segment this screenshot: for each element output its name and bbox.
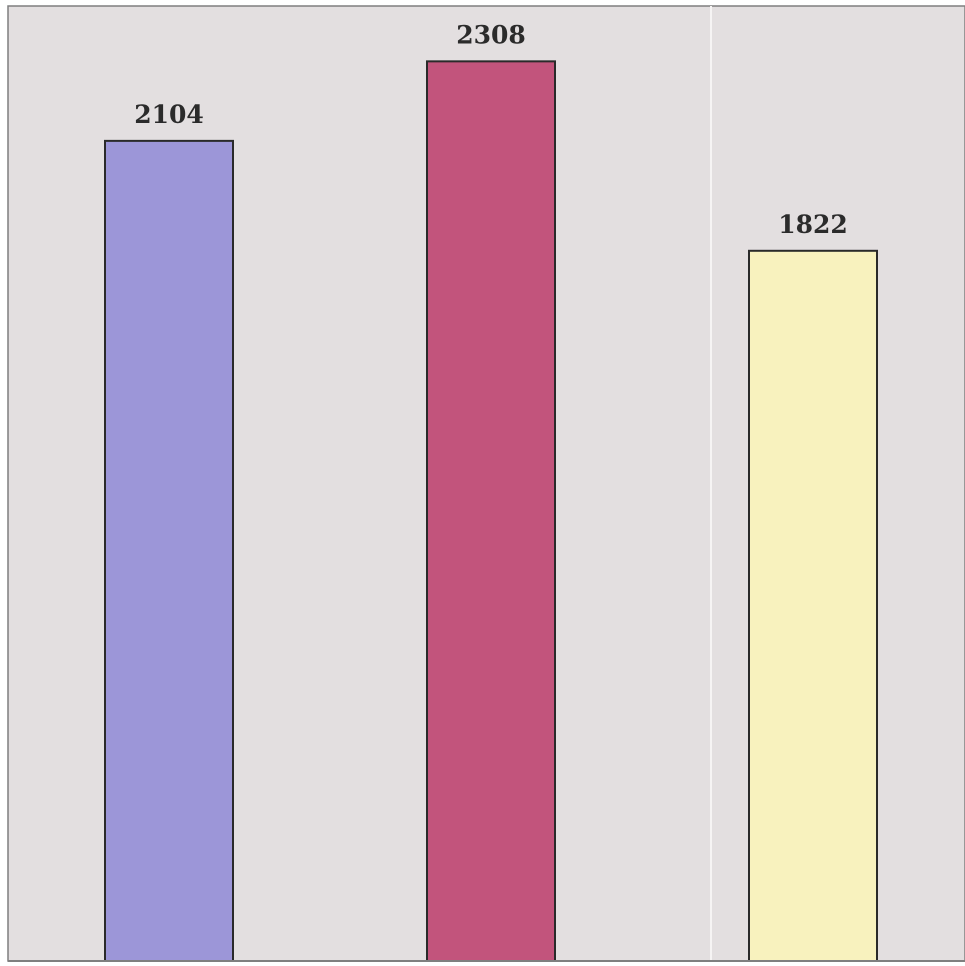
bar-2	[426, 60, 556, 963]
data-labels: 2104 2308 1822	[134, 20, 848, 238]
bar-value-label-2: 2308	[456, 20, 526, 49]
bar-1	[104, 139, 234, 962]
bar-3	[748, 249, 878, 963]
bar-series	[104, 60, 878, 963]
bar-value-label-3: 1822	[778, 210, 848, 239]
bar-value-label-1: 2104	[134, 100, 204, 129]
